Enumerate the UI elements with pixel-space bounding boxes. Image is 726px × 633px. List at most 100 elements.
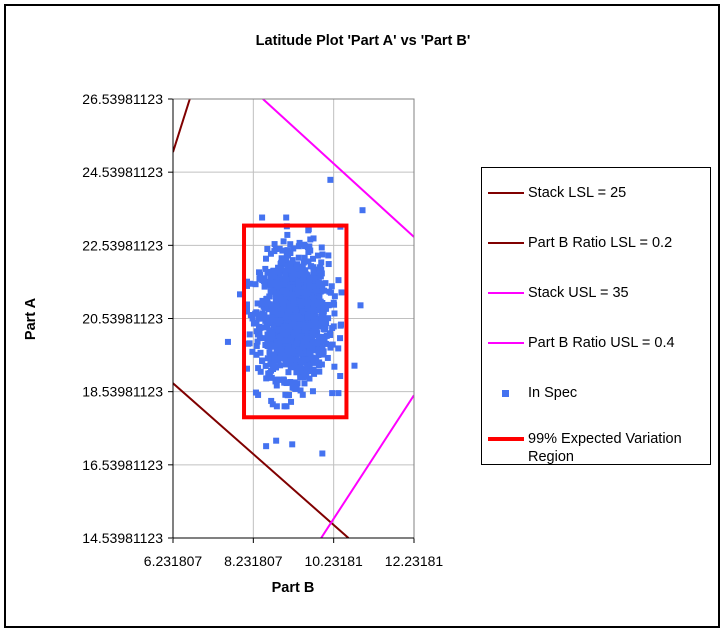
in-spec-point [281,333,288,340]
in-spec-point [306,362,313,369]
in-spec-point [307,236,314,243]
in-spec-point [268,397,275,404]
in-spec-point [309,330,316,337]
in-spec-point [261,283,268,290]
in-spec-point [304,324,311,331]
in-spec-point [302,243,309,250]
in-spec-point [272,378,279,385]
in-spec-point [290,268,297,275]
in-spec-point [295,280,302,287]
in-spec-point [317,273,324,280]
legend-line [488,292,524,294]
limit-line [320,394,414,538]
in-spec-point [296,321,303,328]
in-spec-point [305,258,312,265]
in-spec-point [275,376,282,383]
in-spec-point [275,317,282,324]
in-spec-point [282,391,289,398]
in-spec-point [310,255,317,262]
y-axis-ticks: 14.53981123 16.53981123 18.53981123 20.5398… [82,91,173,546]
in-spec-point [243,308,250,315]
in-spec-point [296,346,303,353]
in-spec-point [278,311,285,318]
legend-line [488,192,524,194]
in-spec-point [287,266,294,273]
y-tick-label: 16.53981123 [82,457,163,473]
in-spec-point [259,214,266,221]
in-spec-point [255,323,262,330]
y-tick-label: 20.53981123 [82,311,163,327]
in-spec-point [294,271,301,278]
in-spec-point [310,316,317,323]
in-spec-point [253,309,260,316]
variation-region [242,223,349,420]
in-spec-point [359,207,366,214]
in-spec-points [224,176,366,457]
in-spec-point [299,343,306,350]
in-spec-point [252,281,259,288]
in-spec-point [290,294,297,301]
in-spec-point [290,245,297,252]
in-spec-point [282,361,289,368]
legend-line [488,437,524,441]
in-spec-point [246,331,253,338]
in-spec-point [257,275,264,282]
in-spec-point [249,315,256,322]
in-spec-point [328,283,335,290]
in-spec-point [283,403,290,410]
in-spec-point [296,334,303,341]
in-spec-point [272,296,279,303]
in-spec-point [269,401,276,408]
in-spec-point [331,293,338,300]
in-spec-point [259,335,266,342]
y-tick-label: 22.53981123 [82,237,163,253]
in-spec-point [274,341,281,348]
in-spec-point [282,276,289,283]
in-spec-point [284,231,291,238]
in-spec-point [303,271,310,278]
in-spec-point [290,348,297,355]
in-spec-point [291,361,298,368]
in-spec-point [296,298,303,305]
legend: Stack LSL = 25 Part B Ratio LSL = 0.2 Stac… [481,167,711,465]
in-spec-point [282,268,289,275]
in-spec-point [258,315,265,322]
in-spec-point [305,227,312,234]
in-spec-point [286,317,293,324]
in-spec-point [270,281,277,288]
limit-line [173,99,191,153]
in-spec-point [268,374,275,381]
in-spec-point [306,375,313,382]
in-spec-point [284,301,291,308]
in-spec-point [295,302,302,309]
in-spec-point [289,302,296,309]
in-spec-point [270,267,277,274]
in-spec-point [329,390,336,397]
in-spec-point [320,303,327,310]
in-spec-point [298,292,305,299]
in-spec-point [314,340,321,347]
in-spec-point [237,291,244,298]
in-spec-point [337,322,344,329]
in-spec-point [309,367,316,374]
in-spec-point [314,303,321,310]
in-spec-point [280,376,287,383]
in-spec-point [278,346,285,353]
in-spec-point [254,331,261,338]
in-spec-point [295,359,302,366]
in-spec-point [267,353,274,360]
in-spec-point [270,322,277,329]
in-spec-point [300,276,307,283]
x-tick-label: 6.231807 [144,553,203,569]
in-spec-point [281,379,288,386]
in-spec-point [263,314,270,321]
legend-line [488,342,524,344]
in-spec-point [271,271,278,278]
in-spec-point [315,346,322,353]
in-spec-point [243,301,250,308]
in-spec-point [327,331,334,338]
in-spec-point [323,320,330,327]
in-spec-point [257,368,264,375]
in-spec-point [271,241,278,248]
